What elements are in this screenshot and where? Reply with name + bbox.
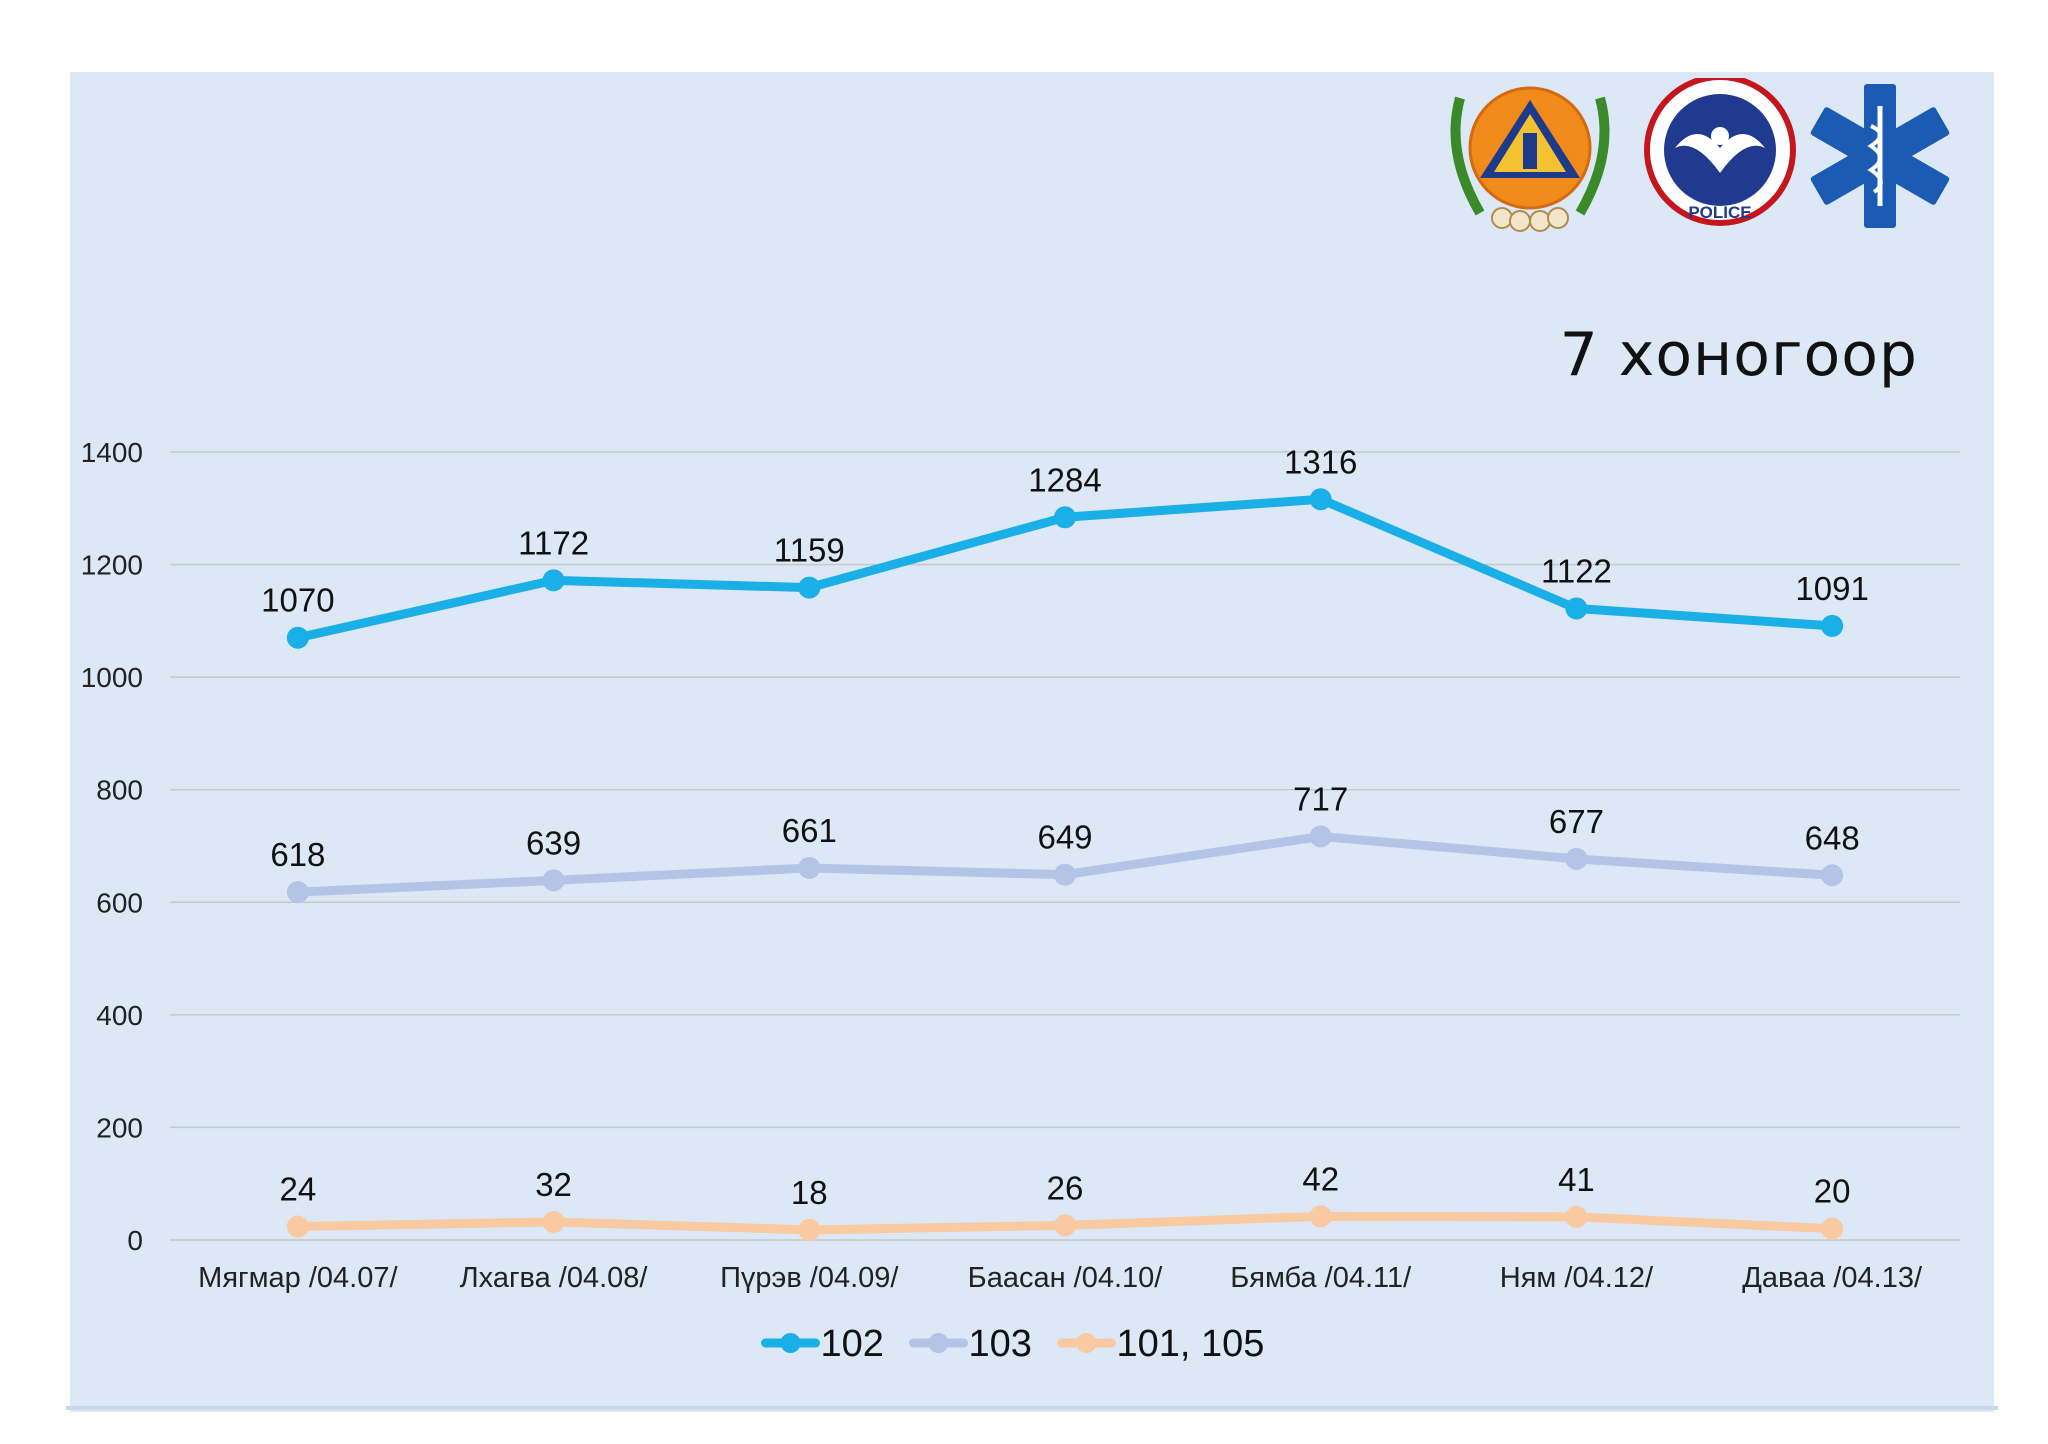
legend-swatch-marker: [928, 1333, 949, 1353]
data-point: [1821, 864, 1844, 887]
x-category-label: Ням /04.12/: [1500, 1262, 1654, 1294]
legend-label: 101, 105: [1117, 1323, 1265, 1365]
series-lines: [286, 488, 1844, 1241]
y-tick-label: 800: [96, 775, 143, 806]
x-category-label: Пүрэв /04.09/: [720, 1262, 899, 1294]
panel-divider: [66, 1406, 1998, 1410]
y-tick-label: 1200: [81, 550, 143, 581]
data-label: 26: [1047, 1169, 1084, 1206]
star-of-life-icon: [1810, 84, 1950, 228]
legend-label: 103: [969, 1323, 1032, 1365]
data-label: 1091: [1795, 570, 1868, 607]
data-point: [1309, 825, 1332, 848]
x-axis-categories: Мягмар /04.07/Лхагва /04.08/Пүрэв /04.09…: [198, 1262, 1923, 1294]
data-point: [1309, 488, 1332, 511]
x-category-label: Лхагва /04.08/: [460, 1262, 649, 1294]
legend: 102 103 101, 105: [761, 1323, 1265, 1365]
grid-lines: [170, 451, 1960, 1241]
data-point: [1565, 1205, 1588, 1228]
chart-background-panel: [70, 72, 1994, 1412]
legend-swatch-marker: [780, 1333, 801, 1353]
emergency-management-emblem-icon: [1450, 86, 1610, 232]
data-point: [286, 1215, 309, 1238]
data-point: [286, 881, 309, 904]
data-point: [542, 869, 565, 892]
data-label: 32: [535, 1166, 572, 1203]
legend-label: 102: [821, 1323, 884, 1365]
legend-item-2: 101, 105: [1057, 1323, 1265, 1365]
y-tick-label: 200: [96, 1112, 143, 1143]
data-label: 1070: [261, 582, 334, 619]
data-label: 1284: [1028, 461, 1101, 498]
data-label: 18: [791, 1174, 828, 1211]
y-tick-label: 1400: [81, 437, 143, 468]
data-label: 639: [526, 824, 581, 861]
data-label: 42: [1302, 1160, 1339, 1197]
data-point: [798, 856, 821, 879]
data-point: [1821, 1217, 1844, 1240]
y-axis-ticks: 0 200 400 600 800 1000 1200 1400: [81, 437, 143, 1256]
data-label: 1159: [774, 532, 845, 569]
period-title: 7 хоногоор: [1559, 320, 1918, 390]
data-point: [542, 569, 565, 592]
data-point: [798, 576, 821, 599]
data-point: [1565, 847, 1588, 870]
data-label: 677: [1549, 803, 1604, 840]
data-point: [1565, 597, 1588, 620]
police-badge-icon: POLICE: [1644, 78, 1796, 226]
x-category-label: Бямба /04.11/: [1230, 1262, 1412, 1294]
data-label: 24: [279, 1170, 316, 1207]
data-label: 1316: [1284, 443, 1357, 480]
police-badge-text: POLICE: [1688, 203, 1751, 222]
data-point: [1054, 506, 1076, 529]
data-label: 717: [1293, 780, 1348, 817]
data-point: [286, 626, 309, 649]
data-label: 661: [782, 812, 837, 849]
data-label: 1172: [518, 524, 589, 561]
y-tick-label: 0: [127, 1225, 143, 1256]
y-tick-label: 1000: [81, 662, 143, 693]
data-label: 1122: [1541, 552, 1612, 589]
logos-group: POLICE: [1450, 78, 1950, 232]
legend-swatch-marker: [1076, 1333, 1097, 1353]
y-tick-label: 600: [96, 887, 143, 918]
x-category-label: Даваа /04.13/: [1742, 1262, 1923, 1294]
data-point: [1054, 863, 1076, 886]
data-label: 618: [270, 836, 325, 873]
y-tick-label: 400: [96, 1000, 143, 1031]
x-category-label: Мягмар /04.07/: [198, 1262, 398, 1294]
legend-item-1: 103: [909, 1323, 1032, 1365]
data-point: [1309, 1205, 1332, 1228]
x-category-label: Баасан /04.10/: [968, 1262, 1164, 1294]
data-labels: 1070 1172 1159 1284 1316 1122 1091 618 639 661 649…: [261, 443, 1869, 1211]
data-label: 41: [1558, 1161, 1595, 1198]
data-label: 649: [1037, 819, 1092, 856]
data-label: 20: [1814, 1173, 1851, 1210]
data-point: [542, 1210, 565, 1233]
data-point: [1821, 614, 1844, 637]
data-label: 648: [1805, 819, 1860, 856]
data-point: [798, 1218, 821, 1241]
data-point: [1054, 1214, 1076, 1237]
legend-item-0: 102: [761, 1323, 884, 1365]
